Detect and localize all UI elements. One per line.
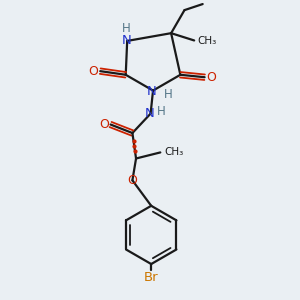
Text: O: O bbox=[206, 71, 216, 84]
Text: CH₃: CH₃ bbox=[165, 147, 184, 158]
Text: O: O bbox=[88, 64, 98, 78]
Text: O: O bbox=[99, 118, 109, 131]
Text: H: H bbox=[157, 105, 166, 118]
Text: N: N bbox=[122, 34, 131, 47]
Text: Br: Br bbox=[144, 272, 158, 284]
Text: H: H bbox=[122, 22, 131, 35]
Text: N: N bbox=[147, 85, 157, 98]
Text: N: N bbox=[145, 107, 155, 120]
Text: H: H bbox=[164, 88, 172, 101]
Text: CH₃: CH₃ bbox=[198, 36, 217, 46]
Text: O: O bbox=[127, 174, 137, 188]
